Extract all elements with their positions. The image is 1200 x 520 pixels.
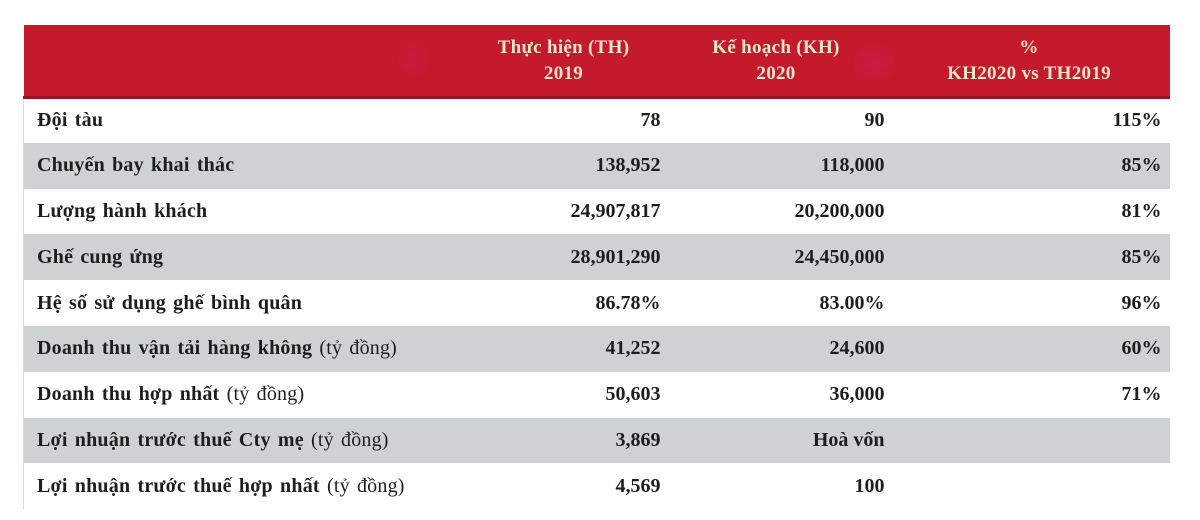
table-row: Doanh thu vận tải hàng không (tỷ đồng) 4… [23, 325, 1170, 372]
percent-value-cell: 85% [888, 142, 1170, 189]
kh2020-value-cell: 90 [864, 109, 885, 132]
table-row: Doanh thu hợp nhất (tỷ đồng) 50,603 36,0… [23, 371, 1170, 418]
th2019-value-cell: 4,569 [615, 474, 661, 497]
table-row: Chuyến bay khai thác 138,952 118,000 85% [23, 142, 1170, 189]
header-cell-kh2020: Kế hoạch (KH) 2020 [663, 25, 889, 99]
row-label: Lượng hành khách [37, 199, 208, 222]
percent-value-cell [888, 417, 1170, 464]
row-label: Đội tàu [37, 109, 104, 132]
row-label-cell: Lợi nhuận trước thuế hợp nhất (tỷ đồng) [23, 463, 464, 510]
table-row: Lượng hành khách 24,907,817 20,200,000 8… [23, 188, 1170, 235]
row-label-cell: Doanh thu vận tải hàng không (tỷ đồng) [23, 325, 464, 372]
table-row: Hệ số sử dụng ghế bình quân 86.78% 83.00… [23, 280, 1170, 326]
row-label-cell: Lượng hành khách [23, 188, 464, 235]
row-label-unit: (tỷ đồng) [303, 428, 389, 451]
row-label-cell: Hệ số sử dụng ghế bình quân [23, 280, 464, 326]
header-kh2020-line1: Kế hoạch (KH) [712, 37, 840, 59]
kh2020-value-cell: 24,600 [663, 325, 889, 372]
percent-value-cell: 60% [888, 325, 1170, 372]
kh2020-value-cell: 100 [854, 474, 885, 497]
th2019-value-cell: 138,952 [463, 142, 664, 189]
header-percent-line2: KH2020 vs TH2019 [947, 63, 1111, 85]
row-label-unit: (tỷ đồng) [219, 383, 305, 406]
row-label-cell: Đội tàu [23, 97, 464, 143]
kh2020-value-cell: 24,450,000 [663, 234, 889, 281]
table-header-row: Thực hiện (TH) 2019 Kế hoạch (KH) 2020 %… [23, 25, 1170, 99]
row-label: Ghế cung ứng [37, 245, 164, 268]
th2019-value-cell: 86.78% [595, 291, 661, 314]
row-label-unit: (tỷ đồng) [319, 474, 405, 497]
header-kh2020-line2: 2020 [756, 63, 796, 85]
header-th2019-line2: 2019 [543, 63, 584, 85]
row-label-cell: Lợi nhuận trước thuế Cty mẹ (tỷ đồng) [23, 417, 464, 464]
header-cell-percent: % KH2020 vs TH2019 [888, 25, 1170, 99]
row-label: Doanh thu hợp nhất [37, 383, 220, 406]
th2019-value-cell: 50,603 [605, 383, 661, 406]
header-cell-empty [23, 25, 464, 99]
row-label: Chuyến bay khai thác [37, 154, 235, 177]
table-row: Ghế cung ứng 28,901,290 24,450,000 85% [23, 234, 1170, 281]
kh2020-value-cell: 118,000 [663, 142, 889, 189]
row-label: Hệ số sử dụng ghế bình quân [37, 291, 303, 314]
table-row: Lợi nhuận trước thuế Cty mẹ (tỷ đồng) 3,… [23, 417, 1170, 464]
kh2020-value-cell: Hoà vốn [663, 417, 889, 464]
th2019-value-cell: 3,869 [463, 417, 664, 464]
header-th2019-line1: Thực hiện (TH) [497, 37, 630, 59]
percent-value-cell: 81% [1121, 199, 1162, 222]
row-label-cell: Ghế cung ứng [23, 234, 464, 281]
row-label-cell: Chuyến bay khai thác [23, 142, 464, 189]
row-label: Lợi nhuận trước thuế Cty mẹ [37, 428, 304, 451]
header-percent-line1: % [1019, 37, 1039, 59]
percent-value-cell: 71% [1121, 383, 1162, 406]
th2019-value-cell: 24,907,817 [570, 199, 661, 222]
th2019-value-cell: 78 [640, 109, 661, 132]
header-cell-th2019: Thực hiện (TH) 2019 [463, 25, 664, 99]
percent-value-cell: 85% [888, 234, 1170, 281]
row-label: Lợi nhuận trước thuế hợp nhất [37, 474, 320, 497]
table-row: Đội tàu 78 90 115% [23, 97, 1170, 143]
operating-plan-table: Thực hiện (TH) 2019 Kế hoạch (KH) 2020 %… [23, 25, 1170, 510]
row-label-cell: Doanh thu hợp nhất (tỷ đồng) [23, 371, 464, 418]
kh2020-value-cell: 83.00% [819, 291, 885, 314]
kh2020-value-cell: 36,000 [829, 383, 885, 406]
percent-value-cell: 96% [1121, 291, 1162, 314]
percent-value-cell: 115% [1112, 109, 1162, 132]
th2019-value-cell: 41,252 [463, 325, 664, 372]
kh2020-value-cell: 20,200,000 [794, 199, 885, 222]
percent-value-cell [889, 463, 1170, 509]
row-label-unit: (tỷ đồng) [312, 337, 398, 360]
table-row: Lợi nhuận trước thuế hợp nhất (tỷ đồng) … [23, 463, 1170, 510]
th2019-value-cell: 28,901,290 [463, 234, 664, 281]
row-label: Doanh thu vận tải hàng không [37, 337, 313, 360]
